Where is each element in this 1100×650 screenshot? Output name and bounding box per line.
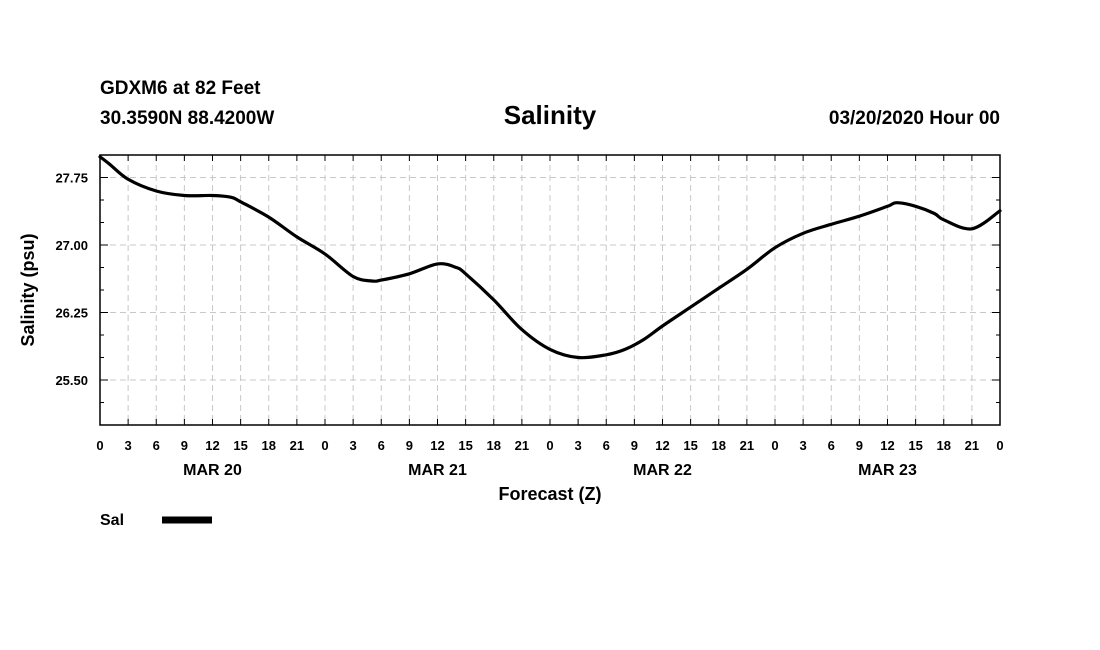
- x-axis-label: Forecast (Z): [498, 484, 601, 504]
- x-tick-label: 18: [712, 438, 726, 453]
- date-labels: MAR 20 MAR 21 MAR 22 MAR 23: [183, 462, 917, 479]
- legend: Sal: [100, 512, 212, 529]
- y-tick-label: 25.50: [55, 373, 88, 388]
- x-tick-label: 3: [800, 438, 807, 453]
- x-tick-label: 6: [828, 438, 835, 453]
- x-tick-label: 21: [965, 438, 979, 453]
- x-tick-label: 12: [430, 438, 444, 453]
- date-label: MAR 20: [183, 462, 242, 479]
- x-tick-label: 6: [153, 438, 160, 453]
- x-tick-label: 21: [515, 438, 529, 453]
- x-tick-label: 3: [350, 438, 357, 453]
- series-layer: [98, 155, 1002, 360]
- x-tick-label: 18: [937, 438, 951, 453]
- y-tick-label: 27.75: [55, 171, 88, 186]
- station-label: GDXM6 at 82 Feet: [100, 78, 261, 99]
- x-tick-label: 9: [631, 438, 638, 453]
- run-label: 03/20/2020 Hour 00: [829, 108, 1000, 129]
- x-tick-label: 0: [321, 438, 328, 453]
- x-tick-label: 15: [908, 438, 922, 453]
- location-label: 30.3590N 88.4200W: [100, 108, 274, 129]
- x-tick-label: 18: [262, 438, 276, 453]
- series-line-sal: [98, 155, 1002, 360]
- plot-frame: [99, 154, 1001, 426]
- x-tick-label: 12: [205, 438, 219, 453]
- x-tick-label: 0: [96, 438, 103, 453]
- x-tick-label: 15: [683, 438, 697, 453]
- x-tick-label: 3: [125, 438, 132, 453]
- y-tick-labels: 25.50 26.25 27.00 27.75: [55, 171, 88, 389]
- x-tick-label: 9: [181, 438, 188, 453]
- chart-title: Salinity: [504, 100, 597, 130]
- x-tick-label: 15: [233, 438, 247, 453]
- y-axis-label: Salinity (psu): [18, 233, 38, 346]
- x-tick-label: 12: [655, 438, 669, 453]
- y-tick-label: 26.25: [55, 306, 88, 321]
- x-tick-label: 0: [771, 438, 778, 453]
- x-tick-label: 9: [406, 438, 413, 453]
- x-tick-label: 9: [856, 438, 863, 453]
- x-tick-label: 12: [880, 438, 894, 453]
- y-tick-label: 27.00: [55, 238, 88, 253]
- x-tick-label: 6: [378, 438, 385, 453]
- date-label: MAR 21: [408, 462, 467, 479]
- x-tick-label: 15: [458, 438, 472, 453]
- x-tick-label: 3: [575, 438, 582, 453]
- x-tick-label: 21: [290, 438, 304, 453]
- grid-layer: [100, 155, 1000, 425]
- x-tick-label: 21: [740, 438, 754, 453]
- x-tick-label: 18: [487, 438, 501, 453]
- date-label: MAR 22: [633, 462, 692, 479]
- x-tick-label: 0: [996, 438, 1003, 453]
- legend-label: Sal: [100, 512, 124, 529]
- x-tick-label: 6: [603, 438, 610, 453]
- x-tick-label: 0: [546, 438, 553, 453]
- x-tick-labels: 0 3 6 9 12 15 18 21 0 3 6 9 12 15 18 21 0 3 6 9 12 15 18 21 0 3 6 9…: [96, 438, 1003, 453]
- date-label: MAR 23: [858, 462, 917, 479]
